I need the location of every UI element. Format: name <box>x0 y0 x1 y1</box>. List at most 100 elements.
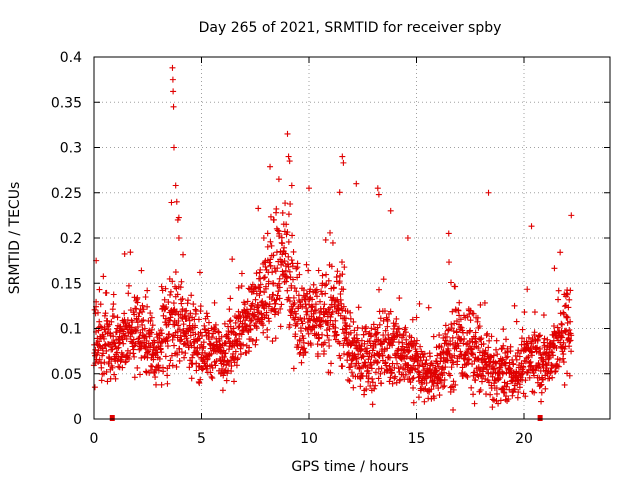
data-point <box>477 386 484 393</box>
data-point <box>374 359 381 366</box>
data-point <box>423 357 430 364</box>
data-point <box>500 389 507 396</box>
data-point <box>372 341 379 348</box>
data-point <box>445 326 452 333</box>
data-point <box>501 389 508 396</box>
data-point <box>516 384 523 391</box>
data-point <box>262 300 269 307</box>
data-point <box>164 343 171 350</box>
data-point <box>405 368 412 375</box>
data-point <box>519 326 526 333</box>
data-point <box>531 309 538 316</box>
data-point <box>313 307 320 314</box>
data-point <box>325 336 332 343</box>
data-point <box>150 356 157 363</box>
data-point <box>135 313 142 320</box>
data-point <box>267 238 274 245</box>
data-point <box>387 366 394 373</box>
data-point <box>525 334 532 341</box>
data-point <box>560 339 567 346</box>
data-point <box>495 400 502 407</box>
data-point <box>290 248 297 255</box>
data-point <box>283 278 290 285</box>
y-tick-label: 0 <box>73 412 82 428</box>
data-point <box>201 349 208 356</box>
data-point <box>396 325 403 332</box>
data-point <box>363 323 370 330</box>
data-point <box>290 365 297 372</box>
data-point <box>92 360 99 367</box>
data-point <box>234 355 241 362</box>
data-point <box>121 310 128 317</box>
data-point <box>479 378 486 385</box>
data-point <box>195 316 202 323</box>
data-point <box>526 374 533 381</box>
data-point <box>226 318 233 325</box>
plot-frame <box>93 56 611 420</box>
data-point <box>470 310 477 317</box>
data-point <box>515 347 522 354</box>
data-point <box>355 360 362 367</box>
data-point <box>381 307 388 314</box>
data-point <box>432 364 439 371</box>
data-point <box>441 382 448 389</box>
data-point <box>308 341 315 348</box>
data-point <box>369 375 376 382</box>
data-point <box>213 358 220 365</box>
data-point <box>148 329 155 336</box>
data-point <box>256 292 263 299</box>
data-point <box>369 347 376 354</box>
data-point <box>392 373 399 380</box>
data-point <box>191 344 198 351</box>
data-point <box>145 348 152 355</box>
data-point <box>518 335 525 342</box>
data-point <box>490 352 497 359</box>
data-point <box>527 358 534 365</box>
data-point <box>162 315 169 322</box>
data-point <box>233 332 240 339</box>
data-point <box>359 352 366 359</box>
data-point <box>433 368 440 375</box>
data-point <box>538 389 545 396</box>
data-point <box>482 347 489 354</box>
y-tick-label: 0.3 <box>60 141 82 157</box>
axis-ticks <box>93 56 610 420</box>
data-point <box>162 285 169 292</box>
data-point <box>568 212 575 219</box>
data-point <box>266 259 273 266</box>
data-point <box>472 377 479 384</box>
data-point <box>151 339 158 346</box>
data-point <box>134 319 141 326</box>
data-point <box>255 303 262 310</box>
data-point <box>131 311 138 318</box>
data-point <box>269 338 276 345</box>
data-point <box>312 301 319 308</box>
data-point <box>197 303 204 310</box>
data-point <box>147 310 154 317</box>
data-point <box>282 267 289 274</box>
data-point <box>426 366 433 373</box>
data-point <box>340 286 347 293</box>
data-point <box>266 301 273 308</box>
data-point <box>238 283 245 290</box>
data-point <box>534 337 541 344</box>
grid-lines <box>94 57 610 419</box>
x-tick-label: 5 <box>197 431 206 447</box>
data-point <box>455 342 462 349</box>
data-point <box>486 379 493 386</box>
data-point <box>339 307 346 314</box>
data-point <box>347 364 354 371</box>
data-point <box>442 337 449 344</box>
data-point <box>110 333 117 340</box>
data-point <box>379 352 386 359</box>
data-point <box>409 316 416 323</box>
data-point <box>311 307 318 314</box>
data-point <box>449 334 456 341</box>
data-point <box>546 375 553 382</box>
data-point <box>366 337 373 344</box>
data-point <box>188 375 195 382</box>
data-point <box>301 349 308 356</box>
data-point <box>189 354 196 361</box>
data-point <box>387 374 394 381</box>
data-point <box>250 288 257 295</box>
